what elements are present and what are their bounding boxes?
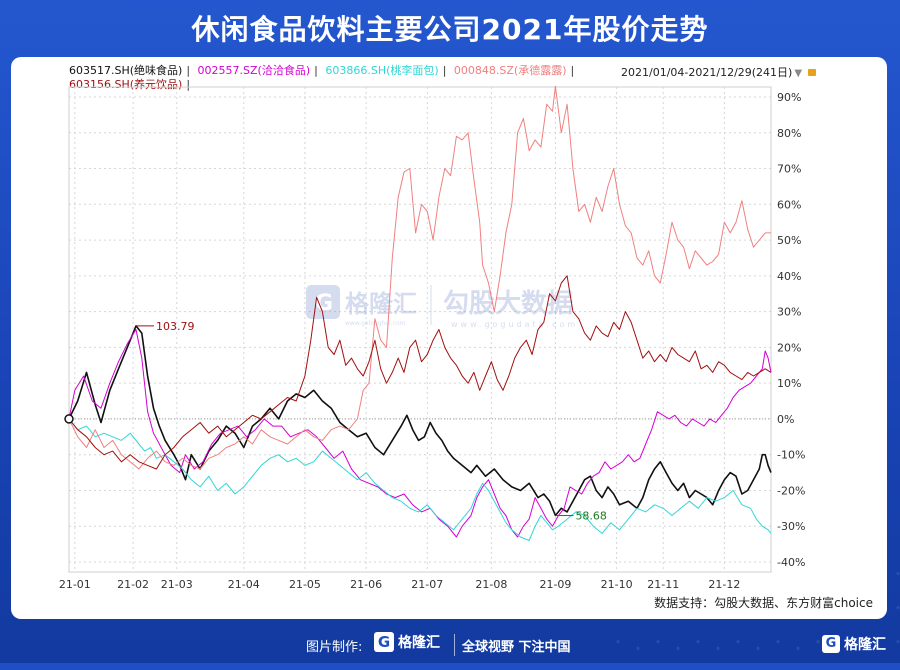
data-source: 数据支持：勾股大数据、东方财富choice	[654, 596, 873, 610]
series-line-2	[68, 418, 772, 541]
corner-logo-icon: G	[822, 635, 840, 653]
x-tick-label: 21-08	[475, 578, 507, 591]
y-tick-label: 40%	[777, 270, 801, 283]
series-line-4	[68, 275, 772, 470]
footer-logo: G 格隆汇	[374, 632, 440, 652]
gelonghui-logo-icon: G	[374, 632, 394, 652]
footer-slogan: 全球视野 下注中国	[462, 640, 571, 655]
x-axis: 21-01 21-02 21-03 21-04 21-05 21-06 21-07 21-08…	[59, 578, 741, 591]
legend-item-taoli: 603866.SH(桃李面包)	[325, 64, 439, 77]
y-tick-label: 50%	[777, 234, 801, 247]
y-tick-label: 20%	[777, 341, 801, 354]
y-tick-label: -20%	[777, 484, 805, 497]
y-tick-label: -30%	[777, 520, 805, 533]
watermark-logo-letter: G	[315, 291, 333, 316]
watermark-data-url: www.gogudata.com	[451, 320, 578, 329]
x-tick-label: 21-01	[59, 578, 91, 591]
annotation-layer: 103.79 58.68	[64, 320, 607, 523]
legend-separator: |	[186, 78, 191, 91]
y-tick-label: 0%	[777, 413, 794, 426]
x-tick-label: 21-04	[228, 578, 260, 591]
watermark-data-brand: 勾股大数据	[443, 289, 573, 319]
x-tick-label: 21-12	[708, 578, 740, 591]
footer-divider	[454, 634, 455, 656]
footer: 图片制作: G 格隆汇 全球视野 下注中国 G 格隆汇	[0, 630, 900, 660]
y-tick-label: 70%	[777, 163, 801, 176]
y-tick-label: 80%	[777, 127, 801, 140]
x-tick-label: 21-09	[539, 578, 571, 591]
x-tick-label: 21-05	[289, 578, 321, 591]
x-tick-label: 21-06	[350, 578, 382, 591]
y-tick-label: -10%	[777, 449, 805, 462]
x-tick-label: 21-07	[411, 578, 443, 591]
y-tick-label: 30%	[777, 306, 801, 319]
corner-logo: G 格隆汇	[822, 634, 886, 654]
start-marker	[64, 414, 74, 424]
series-line-3	[68, 85, 771, 470]
legend-item-chengdelulu: 000848.SZ(承德露露)	[453, 64, 567, 77]
legend-separator: |	[442, 64, 447, 77]
y-tick-label: 90%	[777, 91, 801, 104]
x-tick-label: 21-10	[601, 578, 633, 591]
annotation-max: 103.79	[156, 320, 195, 333]
line-chart: G 格隆汇 www.gelonghui.com 勾股大数据 www.goguda…	[59, 85, 805, 591]
y-tick-label: -40%	[777, 556, 805, 569]
chart-legend: 603517.SH(绝味食品) | 002557.SZ(洽洽食品) | 603866…	[69, 64, 629, 92]
legend-item-yangyuan: 603156.SH(养元饮品)	[69, 78, 183, 91]
watermark-brand-url: www.gelonghui.com	[345, 320, 406, 327]
lock-icon[interactable]	[808, 69, 817, 76]
x-tick-label: 21-03	[161, 578, 193, 591]
series-layer	[68, 85, 772, 541]
date-range-selector[interactable]: 2021/01/04-2021/12/29(241日) ▼	[621, 64, 817, 80]
legend-separator: |	[570, 64, 575, 77]
chart-panel: 603517.SH(绝味食品) | 002557.SZ(洽洽食品) | 603866…	[11, 57, 887, 619]
legend-separator: |	[186, 64, 191, 77]
corner-logo-text: 格隆汇	[844, 637, 886, 653]
footer-logo-text: 格隆汇	[398, 635, 440, 651]
made-by-label: 图片制作:	[306, 640, 363, 655]
watermark-brand: 格隆汇	[345, 290, 417, 318]
series-line-1	[68, 329, 772, 538]
legend-separator: |	[314, 64, 318, 77]
y-tick-label: 60%	[777, 198, 801, 211]
x-tick-label: 21-02	[117, 578, 149, 591]
page-title: 休闲食品饮料主要公司2021年股价走势	[191, 13, 709, 46]
series-line-0	[68, 325, 772, 517]
x-tick-label: 21-11	[647, 578, 679, 591]
dropdown-arrow-icon[interactable]: ▼	[794, 68, 803, 79]
legend-item-qiaqia: 002557.SZ(洽洽食品)	[197, 64, 311, 77]
legend-item-juewei: 603517.SH(绝味食品)	[69, 64, 183, 77]
watermark: G 格隆汇 www.gelonghui.com 勾股大数据 www.goguda…	[306, 285, 578, 329]
annotation-min: 58.68	[575, 510, 607, 523]
plot-frame	[68, 86, 772, 573]
y-axis: -40% -30% -20% -10% 0% 10% 20% 30% 40% 50% 60% 70% 8…	[777, 91, 805, 569]
y-tick-label: 10%	[777, 377, 801, 390]
date-range-label: 2021/01/04-2021/12/29(241日)	[621, 66, 793, 79]
